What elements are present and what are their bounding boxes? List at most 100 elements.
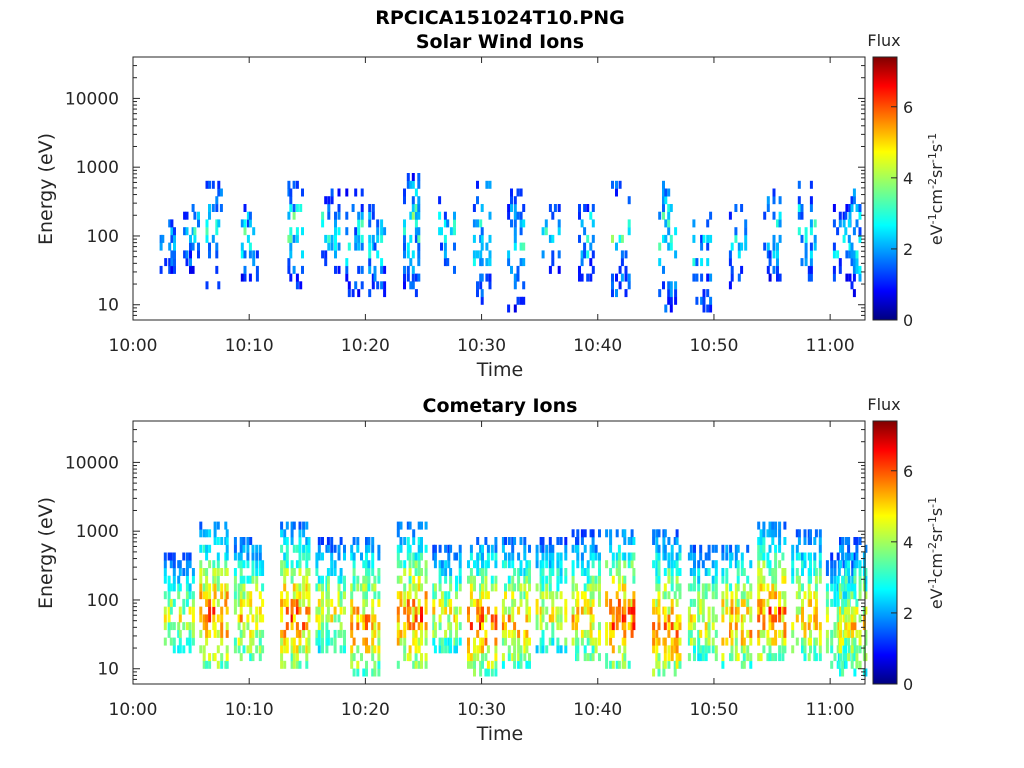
heatmap-cell [213, 622, 217, 631]
heatmap-cell [347, 242, 351, 251]
heatmap-cell [494, 575, 498, 584]
heatmap-cell [839, 668, 842, 677]
heatmap-cell [412, 614, 416, 623]
heatmap-cell [842, 614, 846, 623]
heatmap-cell [667, 552, 671, 561]
heatmap-cell [839, 606, 842, 615]
heatmap-cell [321, 606, 324, 615]
heatmap-cell [469, 622, 473, 631]
heatmap-cell [591, 250, 595, 259]
heatmap-cell [237, 637, 241, 646]
heatmap-cell [403, 227, 406, 236]
heatmap-cell [847, 537, 851, 545]
heatmap-cell [420, 660, 423, 669]
heatmap-cell [199, 529, 203, 538]
heatmap-cell [368, 242, 372, 251]
heatmap-cell [255, 265, 259, 274]
heatmap-cell [797, 196, 801, 205]
heatmap-cell [486, 668, 490, 677]
heatmap-cell [365, 552, 368, 561]
heatmap-cell [734, 234, 738, 243]
heatmap-cell [627, 196, 631, 205]
heatmap-cell [689, 622, 693, 631]
heatmap-cell [757, 598, 761, 607]
heatmap-cell [702, 296, 706, 305]
heatmap-cell [399, 598, 403, 607]
heatmap-cell [432, 591, 436, 600]
heatmap-cell [337, 242, 341, 251]
heatmap-cell [576, 598, 580, 607]
heatmap-cell [662, 204, 665, 212]
heatmap-cell [444, 637, 448, 646]
heatmap-cell [352, 583, 356, 592]
x-axis: 10:00 10:10 10:20 10:30 10:40 10:50 11:00 [109, 421, 855, 720]
heatmap-cell [373, 273, 377, 282]
heatmap-cell [632, 622, 636, 631]
heatmap-cell [449, 544, 453, 553]
heatmap-cell [424, 568, 428, 576]
heatmap-cell [621, 622, 625, 631]
heatmap-cell [740, 591, 744, 600]
heatmap-cell [455, 552, 458, 561]
heatmap-cell [791, 622, 795, 631]
heatmap-cell [480, 242, 484, 251]
heatmap-cell [251, 544, 255, 553]
heatmap-cell [809, 529, 812, 538]
heatmap-cell [479, 622, 483, 631]
heatmap-cell [440, 598, 444, 607]
heatmap-cell [803, 529, 807, 538]
heatmap-cell [225, 529, 229, 538]
heatmap-cell [864, 637, 868, 646]
heatmap-cell [307, 591, 311, 600]
heatmap-cell [580, 537, 584, 545]
heatmap-cell [469, 544, 473, 553]
heatmap-cell [469, 583, 473, 592]
heatmap-cell [853, 560, 857, 569]
heatmap-cell [662, 281, 665, 290]
heatmap-cell [551, 234, 555, 243]
heatmap-cell [480, 204, 484, 212]
heatmap-cell [539, 637, 543, 646]
heatmap-cell [850, 622, 854, 631]
heatmap-cell [611, 629, 615, 638]
heatmap-cell [315, 560, 319, 569]
heatmap-cell [818, 653, 822, 662]
heatmap-cell [486, 552, 490, 561]
heatmap-cell [484, 537, 488, 545]
heatmap-cell [781, 629, 785, 638]
heatmap-cell [776, 242, 779, 251]
heatmap-cell [350, 629, 354, 638]
heatmap-cell [781, 552, 785, 561]
heatmap-cell [289, 204, 293, 212]
heatmap-cell [511, 591, 515, 600]
heatmap-cell [623, 622, 627, 631]
heatmap-cell [523, 645, 527, 654]
heatmap-cell [237, 552, 241, 561]
heatmap-cell [632, 598, 636, 607]
heatmap-cell [285, 537, 289, 545]
heatmap-cell [692, 258, 696, 267]
heatmap-cell [205, 529, 209, 538]
heatmap-cell [847, 234, 851, 243]
heatmap-cell [850, 645, 854, 654]
heatmap-cell [813, 242, 817, 251]
heatmap-cell [440, 560, 444, 569]
heatmap-cell [307, 645, 311, 654]
heatmap-cell [663, 583, 667, 592]
heatmap-cell [239, 629, 243, 638]
heatmap-cell [352, 560, 356, 569]
heatmap-cell [539, 537, 543, 545]
heatmap-cell [734, 637, 738, 646]
heatmap-cell [479, 250, 483, 259]
heatmap-cell [675, 622, 679, 631]
heatmap-cell [362, 614, 366, 623]
heatmap-cell [576, 606, 580, 615]
heatmap-cell [762, 529, 766, 538]
heatmap-cell [630, 560, 634, 569]
heatmap-cell [663, 529, 667, 538]
heatmap-cell [519, 583, 523, 592]
heatmap-cell [449, 568, 453, 576]
heatmap-cell [233, 552, 237, 561]
heatmap-cell [168, 265, 172, 274]
heatmap-cell [507, 250, 511, 259]
